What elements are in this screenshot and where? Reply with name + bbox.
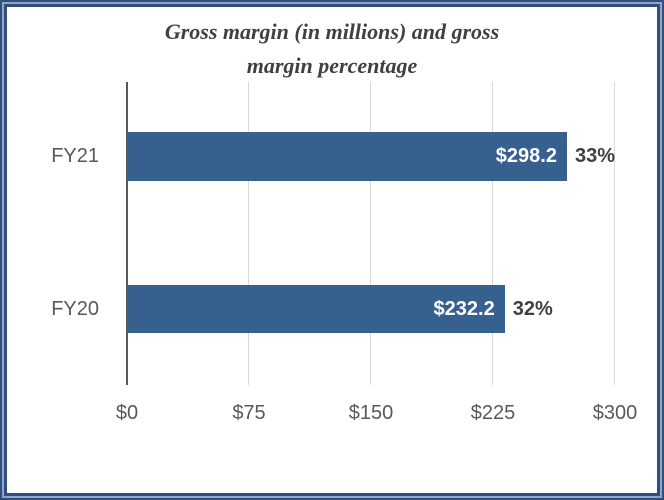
bar-fy21: $298.2 <box>127 132 567 181</box>
category-axis-line <box>126 82 128 385</box>
chart-title: Gross margin (in millions) and gross mar… <box>8 15 656 83</box>
gridline-75 <box>248 82 249 385</box>
x-tick-label-75: $75 <box>232 402 266 424</box>
x-tick-label-0: $0 <box>115 402 139 424</box>
gridline-300 <box>614 82 615 385</box>
x-tick-label-300: $300 <box>592 402 638 424</box>
bar-row-fy20: $232.2 32% <box>127 285 615 333</box>
pct-label-fy20: 32% <box>512 297 553 320</box>
pct-label-fy21: 33% <box>574 145 615 167</box>
chart-title-line-2: margin percentage <box>246 53 418 78</box>
gridline-150 <box>370 82 371 385</box>
bar-fy20: $232.2 <box>127 285 505 333</box>
x-tick-label-150: $150 <box>348 402 394 424</box>
bar-row-fy21: $298.2 33% <box>127 132 615 181</box>
value-label-fy21: $298.2 <box>495 145 557 167</box>
gridline-225 <box>492 82 493 385</box>
chart-title-line-1: Gross margin (in millions) and gross <box>164 19 500 44</box>
category-label-fy20: FY20 <box>51 297 99 320</box>
plot-area: $298.2 33% $232.2 32% <box>126 82 615 385</box>
value-label-fy20: $232.2 <box>433 297 495 320</box>
x-tick-label-225: $225 <box>470 402 516 424</box>
category-label-fy21: FY21 <box>51 145 99 167</box>
